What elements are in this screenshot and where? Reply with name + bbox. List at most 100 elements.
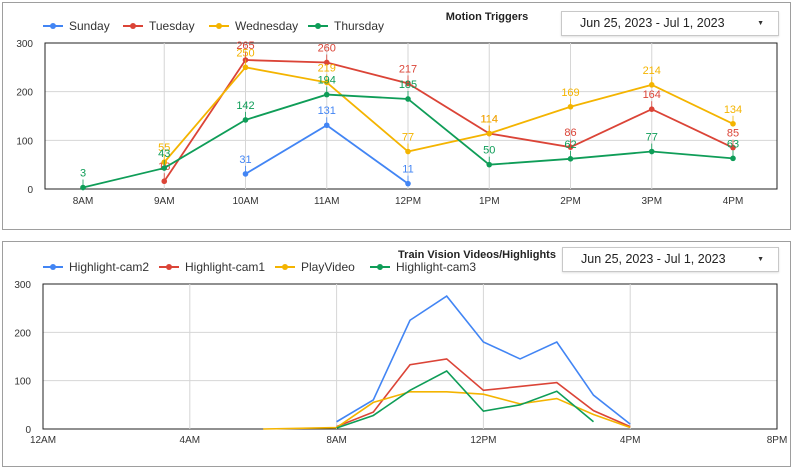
- data-point-thursday: [567, 156, 574, 162]
- date-range-picker-motion[interactable]: Jun 25, 2023 - Jul 1, 2023 ▼: [561, 11, 779, 36]
- data-label-thursday: 77: [646, 132, 658, 144]
- x-tick-label: 12AM: [30, 435, 56, 446]
- y-tick-label: 0: [25, 425, 31, 436]
- data-label-thursday: 43: [158, 148, 170, 160]
- data-point-wednesday: [730, 120, 736, 127]
- data-label-wednesday: 214: [643, 65, 661, 77]
- data-label-thursday: 62: [564, 139, 576, 151]
- series-line-highlight-cam3: [336, 370, 595, 429]
- data-label-thursday: 142: [236, 100, 254, 112]
- data-point-tuesday: [648, 106, 655, 112]
- legend-label-thursday: Thursday: [334, 19, 384, 33]
- legend-label-highlight-cam1: Highlight-cam1: [185, 260, 265, 274]
- series-line-wednesday: [163, 66, 734, 163]
- data-point-tuesday: [730, 144, 736, 151]
- data-label-wednesday: 169: [561, 87, 579, 99]
- series-line-highlight-cam2: [336, 295, 631, 425]
- x-tick-label: 2PM: [560, 196, 581, 207]
- data-label-wednesday: 250: [236, 47, 254, 59]
- legend-marker-sunday: [50, 23, 56, 29]
- date-range-text: Jun 25, 2023 - Jul 1, 2023: [580, 16, 725, 30]
- data-point-thursday: [486, 161, 493, 168]
- data-point-wednesday: [648, 82, 655, 88]
- legend-label-playvideo: PlayVideo: [301, 260, 355, 274]
- x-tick-label: 9AM: [154, 196, 175, 207]
- train-vision-panel: Train Vision Videos/Highlights 0 100 200 300…: [2, 241, 791, 467]
- train-vision-chart: Train Vision Videos/Highlights 0 100 200 300…: [14, 249, 788, 446]
- y-tick-label: 100: [16, 136, 33, 147]
- x-tick-label: 12PM: [395, 196, 421, 207]
- data-point-thursday: [648, 148, 655, 155]
- y-tick-label: 200: [16, 88, 33, 99]
- data-label-thursday: 50: [483, 145, 495, 157]
- legend-label-sunday: Sunday: [69, 19, 110, 33]
- data-point-wednesday: [486, 130, 493, 137]
- motion-triggers-panel: Motion Triggers 0 100 200 300 8AM 9AM 10AM 11AM 1…: [2, 2, 791, 230]
- dropdown-caret-icon: ▼: [757, 20, 764, 27]
- data-point-wednesday: [323, 79, 330, 86]
- data-label-sunday: 131: [318, 105, 336, 117]
- data-label-thursday: 194: [318, 75, 336, 87]
- y-tick-label: 0: [27, 185, 33, 196]
- plot-frame: [44, 42, 778, 190]
- date-range-picker-train[interactable]: Jun 25, 2023 - Jul 1, 2023 ▼: [562, 247, 779, 272]
- x-tick-label: 12PM: [470, 435, 496, 446]
- legend-marker-highlight-cam1: [166, 264, 172, 270]
- x-tick-label: 10AM: [232, 196, 258, 207]
- x-tick-label: 8PM: [767, 435, 788, 446]
- x-tick-label: 11AM: [314, 196, 339, 207]
- legend-label-tuesday: Tuesday: [149, 19, 195, 33]
- x-tick-label: 8AM: [326, 435, 347, 446]
- series-line-highlight-cam1: [336, 358, 631, 428]
- data-point-sunday: [323, 122, 330, 129]
- data-label-tuesday: 260: [318, 42, 336, 54]
- data-point-thursday: [730, 155, 736, 162]
- x-tick-label: 4PM: [620, 435, 641, 446]
- legend-marker-tuesday: [130, 23, 136, 29]
- data-point-sunday: [242, 171, 249, 177]
- x-tick-label: 8AM: [73, 196, 94, 207]
- data-label-tuesday: 114: [480, 114, 498, 126]
- data-label-tuesday: 164: [643, 89, 661, 101]
- x-tick-label: 4AM: [180, 435, 201, 446]
- data-point-thursday: [405, 96, 411, 102]
- date-range-text: Jun 25, 2023 - Jul 1, 2023: [581, 252, 726, 266]
- data-point-tuesday: [161, 178, 168, 185]
- legend-label-highlight-cam2: Highlight-cam2: [69, 260, 149, 274]
- series-line-tuesday: [163, 59, 734, 182]
- legend-marker-wednesday: [216, 23, 222, 29]
- data-label-wednesday: 134: [724, 104, 742, 116]
- y-tick-label: 100: [14, 377, 31, 388]
- data-label-tuesday: 217: [399, 63, 417, 75]
- y-tick-label: 300: [16, 39, 33, 50]
- data-label-tuesday: 265: [236, 40, 254, 52]
- dropdown-caret-icon: ▼: [757, 256, 764, 263]
- data-point-wednesday: [567, 103, 574, 110]
- data-label-thursday: 185: [399, 79, 417, 91]
- data-label-tuesday: 86: [564, 127, 576, 139]
- data-label-wednesday: 114: [480, 114, 498, 126]
- data-label-thursday: 63: [727, 138, 739, 150]
- data-label-sunday: 31: [239, 154, 251, 166]
- data-label-thursday: 3: [80, 168, 86, 180]
- data-label-wednesday: 55: [158, 142, 170, 154]
- data-point-thursday: [242, 117, 249, 123]
- y-tick-label: 300: [14, 280, 31, 291]
- legend-marker-highlight-cam3: [377, 264, 383, 270]
- x-tick-label: 1PM: [479, 196, 500, 207]
- x-tick-label: 4PM: [723, 196, 744, 207]
- data-point-thursday: [80, 184, 86, 191]
- data-point-wednesday: [405, 148, 411, 155]
- legend-marker-highlight-cam2: [50, 264, 56, 270]
- data-point-tuesday: [323, 59, 330, 66]
- data-point-thursday: [323, 91, 330, 98]
- data-label-wednesday: 219: [318, 62, 336, 74]
- data-point-tuesday: [405, 80, 411, 87]
- legend-label-highlight-cam3: Highlight-cam3: [396, 260, 476, 274]
- data-point-sunday: [405, 180, 411, 187]
- data-point-thursday: [161, 165, 168, 171]
- y-tick-label: 200: [14, 328, 31, 339]
- x-tick-label: 3PM: [641, 196, 662, 207]
- motion-triggers-chart: Motion Triggers 0 100 200 300 8AM 9AM 10AM 11AM 1…: [16, 11, 778, 207]
- chart-title: Train Vision Videos/Highlights: [398, 249, 556, 261]
